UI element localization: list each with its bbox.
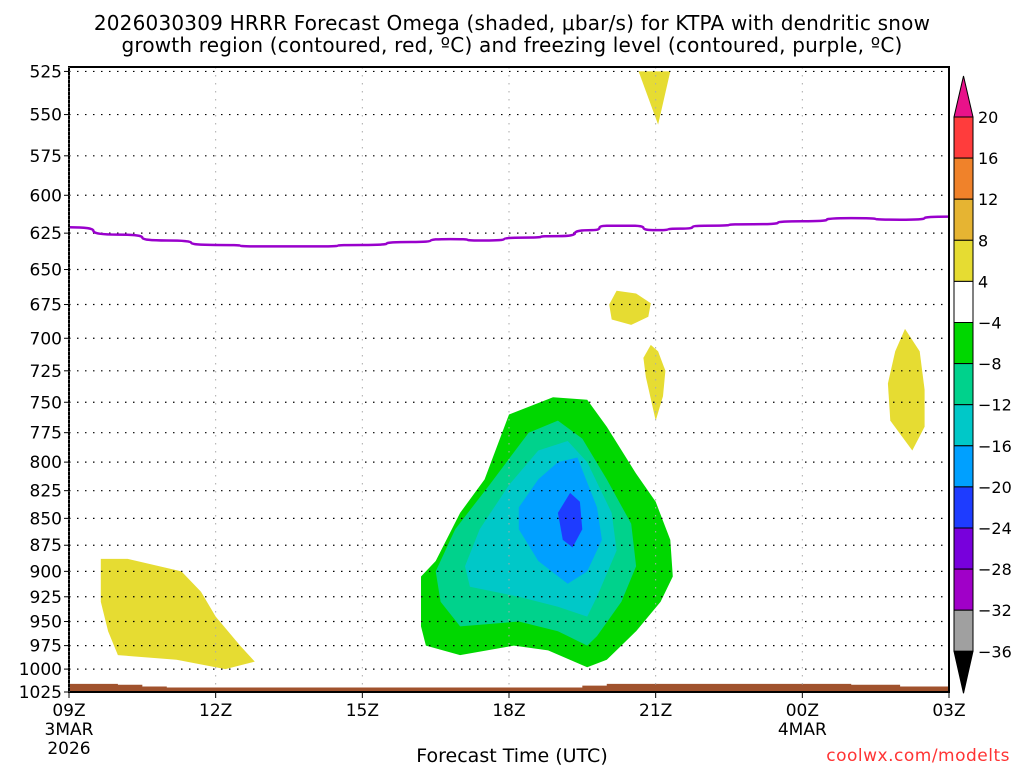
colorbar-label: −36: [978, 642, 1012, 661]
grid-lines: [69, 67, 949, 693]
omega-region-0: [100, 558, 255, 670]
x-tick-date-label: 3MAR: [45, 720, 94, 740]
y-tick-label: 900: [30, 562, 62, 582]
chart-title-line-2: growth region (contoured, red, ºC) and f…: [121, 33, 903, 57]
omega-region-4: [887, 328, 925, 451]
x-tick-label: 00Z: [786, 701, 819, 721]
y-tick-label: 650: [30, 261, 62, 281]
x-tick-label: 03Z: [932, 701, 965, 721]
y-tick-label: 925: [30, 588, 62, 608]
y-axis: 525 550 575 600 625 650 675 700 725 750 775 800 825 8…: [19, 62, 69, 703]
colorbar-bottom-arrow: [953, 650, 974, 694]
y-tick-label: 725: [30, 362, 62, 382]
colorbar-label: −20: [978, 478, 1012, 497]
colorbar-bin-11: [953, 568, 974, 611]
colorbar-label: −4: [978, 314, 1002, 333]
freezing-level-layer: [68, 215, 950, 248]
chart-title-line-1: 2026030309 HRRR Forecast Omega (shaded, …: [93, 11, 931, 35]
y-tick-label: 550: [30, 106, 62, 126]
x-tick-year-label: 2026: [47, 739, 90, 759]
colorbar-label: 16: [978, 149, 998, 168]
y-tick-label: 525: [30, 62, 62, 82]
colorbar-label: −28: [978, 560, 1012, 579]
colorbar-bin-6: [953, 363, 974, 406]
colorbar-label: −24: [978, 519, 1012, 538]
y-tick-label: 800: [30, 453, 62, 473]
colorbar-bin-2: [953, 198, 974, 241]
y-tick-label: 675: [30, 296, 62, 316]
freezing-level-line: [68, 215, 950, 248]
x-tick-date-label: 4MAR: [778, 720, 827, 740]
omega-shading-layer: [100, 71, 925, 670]
colorbar-bin-7: [953, 404, 974, 447]
y-tick-label: 600: [30, 186, 62, 206]
colorbar-bin-3: [953, 239, 974, 282]
y-tick-label: 850: [30, 509, 62, 529]
colorbar-bin-12: [953, 609, 974, 652]
y-tick-label: 625: [30, 224, 62, 244]
colorbar-label: −32: [978, 601, 1012, 620]
x-tick-label: 21Z: [639, 701, 672, 721]
x-tick-label: 09Z: [52, 701, 85, 721]
colorbar-bin-10: [953, 527, 974, 570]
colorbar-label: 20: [978, 108, 998, 127]
y-tick-label: 875: [30, 536, 62, 556]
colorbar-label: −16: [978, 437, 1012, 456]
y-tick-label: 975: [30, 637, 62, 657]
colorbar-label: 4: [978, 272, 988, 291]
x-tick-label: 15Z: [346, 701, 379, 721]
omega-region-1: [638, 71, 671, 125]
y-tick-label: 750: [30, 393, 62, 413]
colorbar-bin-9: [953, 486, 974, 529]
y-tick-label: 575: [30, 147, 62, 167]
omega-region-9: [557, 492, 583, 548]
y-tick-label: 775: [30, 424, 62, 444]
x-tick-label: 12Z: [199, 701, 232, 721]
y-tick-label: 950: [30, 613, 62, 633]
ground-surface-layer: [69, 683, 949, 692]
omega-region-3: [643, 344, 666, 421]
y-tick-label: 1025: [19, 683, 62, 703]
x-axis-title: Forecast Time (UTC): [416, 745, 608, 767]
omega-region-2: [609, 290, 651, 325]
colorbar-bin-1: [953, 157, 974, 200]
colorbar-label: 8: [978, 231, 988, 250]
colorbar-top-arrow: [953, 75, 974, 118]
colorbar-label: 12: [978, 190, 998, 209]
colorbar-bin-5: [953, 322, 974, 365]
y-tick-label: 1000: [19, 660, 62, 680]
y-tick-label: 700: [30, 329, 62, 349]
colorbar-label: −8: [978, 355, 1002, 374]
colorbar: 20 16 12 8 4 −4 −8 −12 −16 −20 −24 −28 −32 −36: [953, 75, 1012, 694]
colorbar-label: −12: [978, 396, 1012, 415]
credit-text: coolwx.com/modelts: [826, 746, 1010, 766]
ground-surface-fill: [69, 683, 949, 692]
x-tick-label: 18Z: [492, 701, 525, 721]
colorbar-bin-8: [953, 445, 974, 488]
y-tick-label: 825: [30, 482, 62, 502]
colorbar-bin-0: [953, 116, 974, 159]
colorbar-bin-4: [953, 280, 974, 323]
